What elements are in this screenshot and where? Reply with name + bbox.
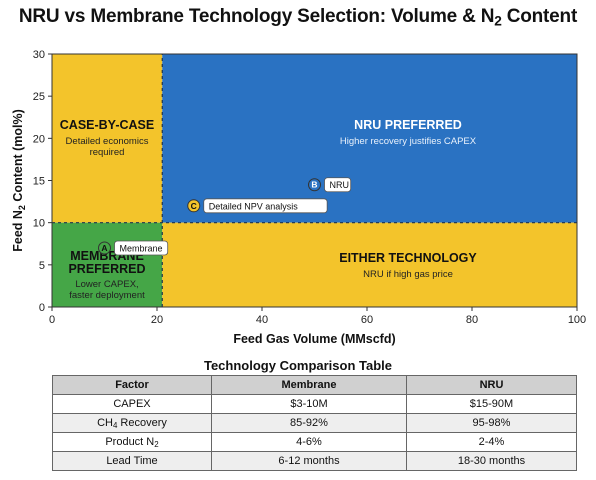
point-c-letter: C xyxy=(191,201,197,211)
chart-title: NRU vs Membrane Technology Selection: Vo… xyxy=(18,6,578,29)
point-c-label: Detailed NPV analysis xyxy=(209,201,299,211)
table-title: Technology Comparison Table xyxy=(203,358,393,373)
cell-nru: 95-98% xyxy=(406,413,577,433)
y-tick-label: 25 xyxy=(33,91,45,103)
region-desc-membrane-preferred: Lower CAPEX, xyxy=(75,279,138,290)
table-row: CH4 Recovery 85-92% 95-98% xyxy=(52,413,577,433)
point-b-callout xyxy=(324,177,352,193)
table-header-row: Factor Membrane NRU xyxy=(52,375,577,395)
region-desc-case-by-case-line2: required xyxy=(90,147,125,158)
y-tick-label: 10 xyxy=(33,218,45,230)
point-a-label: Membrane xyxy=(120,243,163,253)
cell-membrane: $3-10M xyxy=(211,394,407,414)
region-membrane-preferred xyxy=(52,222,163,307)
point-b-label: NRU xyxy=(330,180,350,190)
cell-membrane: 4-6% xyxy=(211,432,407,452)
table-row: CAPEX $3-10M $15-90M xyxy=(52,394,577,414)
point-c-callout xyxy=(203,198,328,214)
x-tick-label: 40 xyxy=(256,314,268,326)
point-b-marker xyxy=(308,178,321,192)
cell-factor: CH4 Recovery xyxy=(52,413,212,433)
point-a-callout xyxy=(114,240,169,256)
cell-factor: Lead Time xyxy=(52,451,212,471)
cell-nru: $15-90M xyxy=(406,394,577,414)
x-tick-label: 20 xyxy=(151,314,163,326)
cell-nru: 18-30 months xyxy=(406,451,577,471)
table-row: Lead Time 6-12 months 18-30 months xyxy=(52,451,577,471)
comparison-table: Factor Membrane NRU CAPEX $3-10M $15-90M… xyxy=(52,375,577,471)
x-tick-label: 60 xyxy=(361,314,373,326)
y-tick-label: 30 xyxy=(33,49,45,61)
cell-nru: 2-4% xyxy=(406,432,577,452)
header-nru: NRU xyxy=(406,375,577,395)
x-tick-label: 100 xyxy=(568,314,586,326)
x-tick-label: 80 xyxy=(466,314,478,326)
region-desc-membrane-preferred-line2: faster deployment xyxy=(69,290,145,301)
y-axis-label: Feed N2 Content (mol%) xyxy=(11,109,27,252)
region-desc-case-by-case: Detailed economics xyxy=(66,136,149,147)
y-tick-label: 0 xyxy=(39,302,45,314)
point-b-letter: B xyxy=(311,180,317,190)
cell-membrane: 6-12 months xyxy=(211,451,407,471)
point-a-marker xyxy=(98,241,111,255)
region-case-by-case xyxy=(52,54,163,223)
cell-membrane: 85-92% xyxy=(211,413,407,433)
y-tick-label: 15 xyxy=(33,176,45,188)
table-row: Product N2 4-6% 2-4% xyxy=(52,432,577,452)
cell-factor: CAPEX xyxy=(52,394,212,414)
x-axis-label: Feed Gas Volume (MMscfd) xyxy=(233,332,395,346)
region-either-technology xyxy=(162,222,577,307)
region-title-case-by-case: CASE-BY-CASE xyxy=(60,118,154,132)
point-a-letter: A xyxy=(101,243,107,253)
y-tick-label: 5 xyxy=(39,260,45,272)
cell-factor: Product N2 xyxy=(52,432,212,452)
x-tick-label: 0 xyxy=(49,314,55,326)
region-nru-preferred xyxy=(162,54,577,223)
region-desc-either-technology: NRU if high gas price xyxy=(363,269,453,280)
region-title-membrane-preferred-line2: PREFERRED xyxy=(68,262,145,276)
region-title-nru-preferred: NRU PREFERRED xyxy=(354,118,462,132)
y-tick-label: 20 xyxy=(33,133,45,145)
header-membrane: Membrane xyxy=(211,375,407,395)
region-title-either-technology: EITHER TECHNOLOGY xyxy=(339,251,477,265)
header-factor: Factor xyxy=(52,375,212,395)
region-desc-nru-preferred: Higher recovery justifies CAPEX xyxy=(340,136,477,147)
point-c-marker xyxy=(187,199,201,213)
